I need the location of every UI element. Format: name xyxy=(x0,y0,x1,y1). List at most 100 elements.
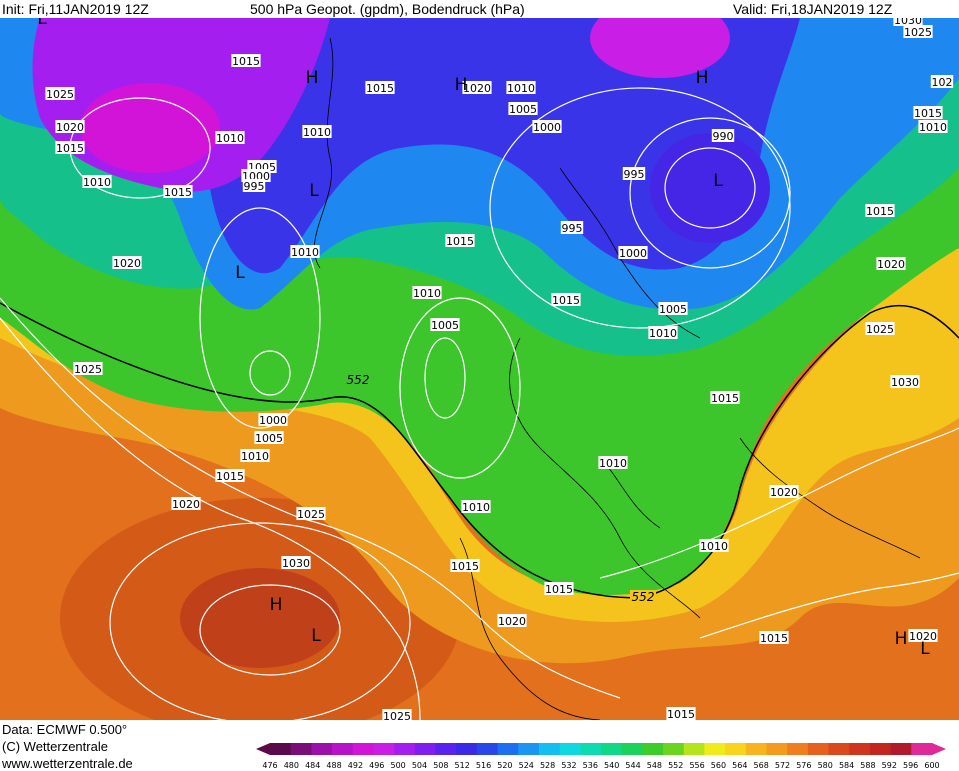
isobar-label: 1030 xyxy=(891,376,919,389)
isobar-label-box xyxy=(281,556,311,569)
scale-tick-label: 552 xyxy=(668,761,683,770)
isobar-label-box xyxy=(215,131,245,144)
isobar-label: 1030 xyxy=(282,557,310,570)
low-pressure-marker: L xyxy=(920,639,930,659)
isobar-label-box xyxy=(242,179,266,192)
isobar-label: 1015 xyxy=(56,142,84,155)
isobar-label: 1015 xyxy=(667,708,695,720)
scale-swatch xyxy=(787,743,809,755)
scale-tick-label: 532 xyxy=(561,761,576,770)
scale-tick-label: 572 xyxy=(775,761,790,770)
field-red-core xyxy=(180,568,340,668)
scale-swatch xyxy=(435,743,457,755)
scale-tick-label: 496 xyxy=(369,761,384,770)
isobar-label: 1010 xyxy=(216,132,244,145)
high-pressure-marker: H xyxy=(306,68,319,88)
isobar-label: 1010 xyxy=(291,246,319,259)
isobar-label-box xyxy=(666,707,696,720)
scale-swatch xyxy=(290,743,312,755)
isobar-label: 1005 xyxy=(659,303,687,316)
scale-tick-label: 508 xyxy=(433,761,448,770)
isobar-label: 990 xyxy=(713,130,734,143)
scale-swatch xyxy=(683,743,705,755)
scale-tick-label: 480 xyxy=(284,761,299,770)
isobar-label: 1015 xyxy=(760,632,788,645)
isobar-label: 1025 xyxy=(46,88,74,101)
map-header: Init: Fri,11JAN2019 12Z 500 hPa Geopot. … xyxy=(0,0,959,18)
isobar-label-box xyxy=(240,449,270,462)
isobar-label-box xyxy=(55,120,85,133)
isobar-label-box xyxy=(412,286,442,299)
scale-swatch xyxy=(352,743,374,755)
isobar-label: 1015 xyxy=(164,186,192,199)
isobar-label-box xyxy=(658,302,688,315)
isobar-label: 1015 xyxy=(552,294,580,307)
isobar-label: 1015 xyxy=(451,560,479,573)
isobar-label-box xyxy=(430,318,460,331)
field-low-core xyxy=(650,133,770,243)
isobar-label: 1010 xyxy=(303,126,331,139)
scale-swatch xyxy=(745,743,767,755)
isobar-label-box xyxy=(382,709,412,720)
isobar-label: 1020 xyxy=(877,258,905,271)
scale-arrow-right xyxy=(932,743,946,755)
scale-tick-label: 544 xyxy=(625,761,640,770)
scale-swatch xyxy=(270,743,292,755)
isobar-label: 1000 xyxy=(533,121,561,134)
isobar-label-box xyxy=(82,175,112,188)
isobar-label-box xyxy=(290,245,320,258)
isobar-label: 1025 xyxy=(297,508,325,521)
init-time: Init: Fri,11JAN2019 12Z xyxy=(2,1,149,17)
isobar-label-box xyxy=(710,391,740,404)
low-pressure-marker: L xyxy=(309,181,319,201)
isobar-label: 1020 xyxy=(172,498,200,511)
isobar-label-box xyxy=(769,485,799,498)
isobar-label: 102 xyxy=(932,76,953,89)
isobar-label-box xyxy=(618,246,648,259)
scale-swatch xyxy=(332,743,354,755)
isobar-label: 1010 xyxy=(700,540,728,553)
isobar-label: 1015 xyxy=(366,82,394,95)
contour-label: 552 xyxy=(347,373,370,387)
isobar-lines xyxy=(0,87,959,720)
scale-tick-label: 488 xyxy=(326,761,341,770)
scale-tick-label: 520 xyxy=(497,761,512,770)
isobar-label: 1015 xyxy=(866,205,894,218)
isobar-label: 1010 xyxy=(599,457,627,470)
scale-swatch xyxy=(642,743,664,755)
scale-swatch xyxy=(849,743,871,755)
isobar-label: 1025 xyxy=(866,323,894,336)
scale-swatch xyxy=(704,743,726,755)
isobar-label: 1020 xyxy=(56,121,84,134)
scale-tick-label: 476 xyxy=(262,761,277,770)
isobar-label: 1015 xyxy=(232,55,260,68)
isobar-label-box xyxy=(930,75,954,88)
color-scale: 476 480 484 488 492 496 500 504 508 512 516 520 524 5… xyxy=(256,743,946,770)
isobar-label: 1005 xyxy=(431,319,459,332)
contour-label-box xyxy=(345,373,371,386)
scale-swatch xyxy=(601,743,623,755)
scale-tick-label: 596 xyxy=(903,761,918,770)
isobar-label-box xyxy=(215,469,245,482)
scale-swatch xyxy=(518,743,540,755)
scale-tick-label: 576 xyxy=(796,761,811,770)
scale-tick-label: 528 xyxy=(540,761,555,770)
weather-map: 1015102510201015101010151010100510009951… xyxy=(0,18,959,720)
data-source: Data: ECMWF 0.500° xyxy=(2,722,128,737)
low-pressure-marker: L xyxy=(37,18,47,29)
isobar-label: 1005 xyxy=(255,432,283,445)
high-pressure-marker: H xyxy=(270,595,283,615)
high-pressure-marker: H xyxy=(455,75,468,95)
scale-swatch xyxy=(828,743,850,755)
scale-tick-label: 548 xyxy=(647,761,662,770)
isobar-label: 1010 xyxy=(83,176,111,189)
isobar-label-box xyxy=(865,204,895,217)
isobar-label: 1025 xyxy=(904,26,932,39)
isobar-label-box xyxy=(876,257,906,270)
isobar-label-box xyxy=(497,614,527,627)
isobar-label-box xyxy=(865,322,895,335)
scale-swatch xyxy=(621,743,643,755)
isobar-label-box xyxy=(508,102,538,115)
isobar-label-box xyxy=(544,582,574,595)
